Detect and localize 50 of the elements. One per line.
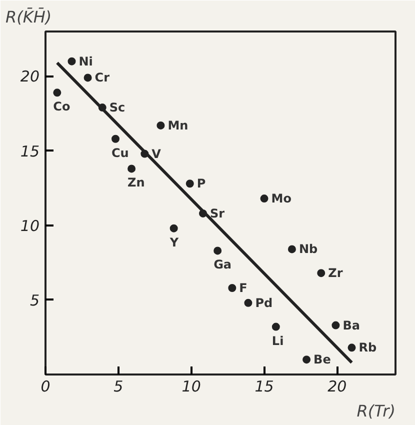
annotation: P bbox=[196, 176, 206, 191]
annotation: F bbox=[239, 281, 248, 296]
annotation: Cr bbox=[94, 70, 110, 85]
point bbox=[84, 74, 92, 82]
point bbox=[214, 246, 222, 255]
point bbox=[260, 194, 268, 203]
x-tick-label: 10 bbox=[182, 378, 201, 396]
point bbox=[112, 134, 120, 143]
x-tick-label: 15 bbox=[254, 378, 274, 396]
point bbox=[348, 344, 356, 352]
point bbox=[170, 224, 178, 232]
annotation: Y bbox=[168, 235, 179, 250]
x-tick-label: 5 bbox=[114, 378, 124, 396]
annotation: Rb bbox=[358, 340, 377, 355]
point bbox=[272, 322, 280, 331]
annotation: Be bbox=[314, 352, 331, 367]
point bbox=[53, 88, 62, 97]
annotation: Sr bbox=[210, 206, 225, 220]
annotation: Co bbox=[53, 100, 70, 114]
y-axis-title: R(K̄H̄) bbox=[6, 8, 52, 26]
annotation: Ba bbox=[342, 318, 360, 332]
annotation: Nb bbox=[298, 242, 318, 256]
annotation: Cu bbox=[112, 146, 129, 160]
annotation: Li bbox=[272, 334, 284, 348]
y-tick-label: 20 bbox=[20, 68, 40, 86]
point bbox=[288, 245, 296, 254]
annotation: Ni bbox=[78, 54, 93, 68]
point bbox=[302, 356, 311, 364]
point bbox=[128, 164, 136, 173]
point bbox=[244, 298, 252, 307]
annotation: Zn bbox=[128, 176, 145, 190]
point bbox=[68, 57, 76, 66]
point bbox=[332, 321, 340, 330]
annotation: Zr bbox=[328, 266, 343, 280]
y-tick-label: 5 bbox=[30, 291, 40, 310]
annotation: Mo bbox=[271, 192, 292, 206]
annotation: Pd bbox=[255, 296, 273, 310]
point bbox=[186, 180, 194, 188]
annotation: Sc bbox=[109, 100, 126, 115]
point bbox=[228, 284, 236, 292]
y-tick-label: 10 bbox=[20, 216, 40, 235]
x-axis-title: R(Tr) bbox=[356, 402, 396, 420]
annotation: Ga bbox=[214, 258, 232, 272]
x-tick-label: 0 bbox=[40, 378, 50, 396]
y-tick-label: 15 bbox=[20, 142, 40, 160]
point bbox=[317, 269, 326, 278]
annotation: V bbox=[152, 146, 162, 161]
point bbox=[156, 121, 165, 130]
annotation: Mn bbox=[168, 118, 188, 132]
x-tick-label: 20 bbox=[328, 378, 347, 396]
